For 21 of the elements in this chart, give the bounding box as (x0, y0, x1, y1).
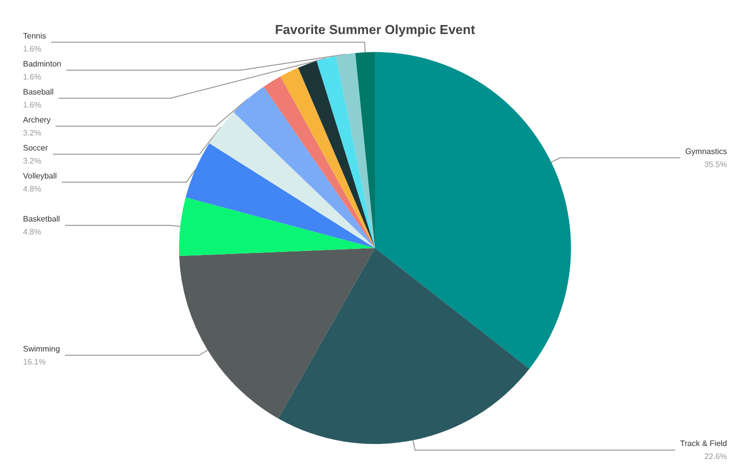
slice-label: Soccer (23, 143, 48, 152)
chart-title: Favorite Summer Olympic Event (274, 22, 476, 37)
data-label: 4.8% (23, 227, 42, 236)
data-label: 1.6% (23, 100, 42, 110)
data-label: 3.2% (23, 156, 42, 166)
slice-label: Volleyball (23, 171, 58, 180)
slice-label: Track & Field (680, 439, 727, 448)
data-label: 3.2% (23, 128, 42, 138)
data-label: 16.1% (23, 357, 46, 366)
data-label: 4.8% (23, 184, 42, 194)
slice-label: Basketball (23, 214, 60, 224)
data-label: 35.5% (704, 160, 727, 169)
slice-label: Tennis (23, 31, 46, 40)
slice-label: Baseball (23, 87, 54, 96)
slice-label: Archery (23, 115, 51, 124)
data-label: 1.6% (23, 44, 42, 54)
data-label: 22.6% (704, 452, 727, 462)
slice-label: Swimming (23, 344, 60, 354)
slice-label: Gymnastics (685, 146, 727, 156)
slice-label: Badminton (23, 59, 62, 68)
data-label: 1.6% (23, 72, 42, 82)
